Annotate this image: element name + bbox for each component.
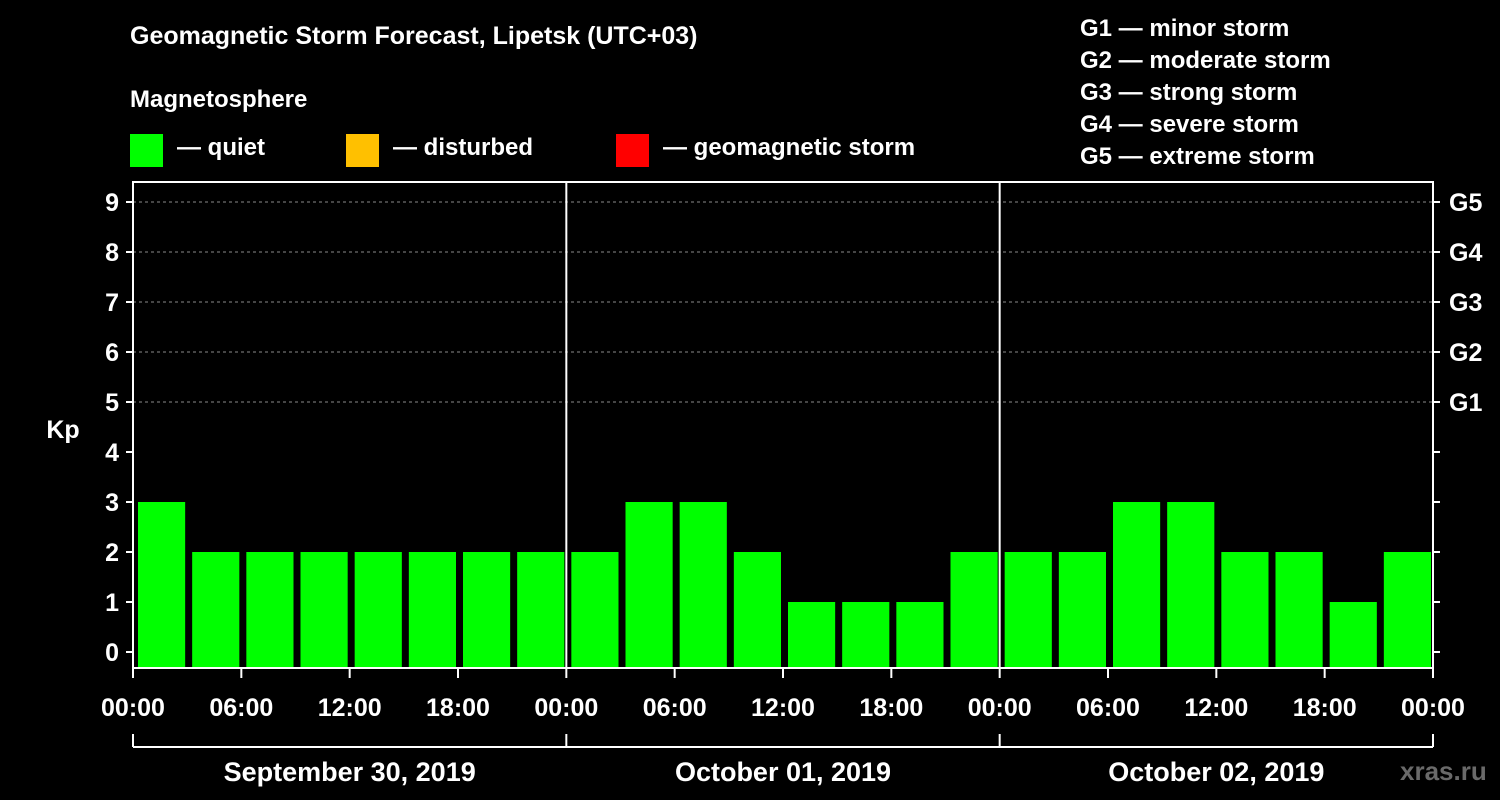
y-tick-label: 1: [105, 589, 119, 617]
day-label: October 01, 2019: [675, 757, 891, 787]
day-label: September 30, 2019: [224, 757, 476, 787]
kp-bar: [1383, 552, 1431, 668]
y-tick-label: 7: [105, 289, 119, 317]
y-axis-label: Kp: [46, 416, 79, 444]
y-tick-label: 9: [105, 189, 119, 217]
watermark: xras.ru: [1400, 756, 1487, 786]
kp-bar: [625, 502, 673, 668]
scale-g1: G1 — minor storm: [1080, 15, 1290, 42]
kp-bar: [300, 552, 348, 668]
legend-label-storm: — geomagnetic storm: [663, 134, 916, 161]
kp-bar: [733, 552, 781, 668]
y-tick-label: 8: [105, 239, 119, 267]
x-tick-label: 18:00: [426, 694, 490, 722]
y-tick-label: 0: [105, 639, 119, 667]
kp-bar: [1113, 502, 1161, 668]
x-tick-label: 18:00: [859, 694, 923, 722]
scale-g4: G4 — severe storm: [1080, 111, 1299, 138]
y-tick-label: 4: [105, 439, 119, 467]
kp-bar: [354, 552, 402, 668]
kp-bar: [1058, 552, 1106, 668]
x-tick-label: 12:00: [1184, 694, 1248, 722]
storm-level-label: G4: [1449, 239, 1482, 267]
legend-label-disturbed: — disturbed: [393, 134, 534, 161]
kp-bar: [1221, 552, 1269, 668]
kp-bar: [1275, 552, 1323, 668]
x-tick-label: 12:00: [751, 694, 815, 722]
x-tick-label: 06:00: [643, 694, 707, 722]
x-tick-label: 00:00: [534, 694, 598, 722]
y-tick-label: 6: [105, 339, 119, 367]
y-tick-label: 3: [105, 489, 119, 517]
x-tick-label: 06:00: [209, 694, 273, 722]
y-tick-label: 2: [105, 539, 119, 567]
storm-level-label: G1: [1449, 389, 1482, 417]
scale-g5: G5 — extreme storm: [1080, 143, 1315, 170]
kp-bar: [1004, 552, 1052, 668]
chart-title: Geomagnetic Storm Forecast, Lipetsk (UTC…: [130, 22, 698, 50]
legend-swatch-disturbed: [346, 134, 379, 167]
kp-bar: [788, 602, 836, 668]
kp-bar: [842, 602, 890, 668]
kp-bar: [1167, 502, 1215, 668]
scale-g2: G2 — moderate storm: [1080, 47, 1331, 74]
kp-bar: [517, 552, 565, 668]
kp-bar: [1329, 602, 1377, 668]
legend-subtitle: Magnetosphere: [130, 86, 308, 113]
x-tick-label: 06:00: [1076, 694, 1140, 722]
x-tick-label: 00:00: [1401, 694, 1465, 722]
x-tick-label: 00:00: [968, 694, 1032, 722]
x-tick-label: 12:00: [318, 694, 382, 722]
kp-bar: [679, 502, 727, 668]
kp-bar: [896, 602, 944, 668]
kp-bar: [463, 552, 511, 668]
scale-g3: G3 — strong storm: [1080, 79, 1298, 106]
legend-swatch-quiet: [130, 134, 163, 167]
kp-bar: [950, 552, 998, 668]
legend-label-quiet: — quiet: [177, 134, 265, 161]
y-tick-label: 5: [105, 389, 119, 417]
storm-level-label: G2: [1449, 339, 1482, 367]
storm-level-label: G5: [1449, 189, 1482, 217]
kp-bar: [571, 552, 619, 668]
kp-bar: [408, 552, 456, 668]
kp-bar: [246, 552, 294, 668]
x-tick-label: 00:00: [101, 694, 165, 722]
kp-bar: [138, 502, 186, 668]
legend-swatch-storm: [616, 134, 649, 167]
x-tick-label: 18:00: [1293, 694, 1357, 722]
day-label: October 02, 2019: [1108, 757, 1324, 787]
storm-level-label: G3: [1449, 289, 1482, 317]
kp-bar: [192, 552, 240, 668]
